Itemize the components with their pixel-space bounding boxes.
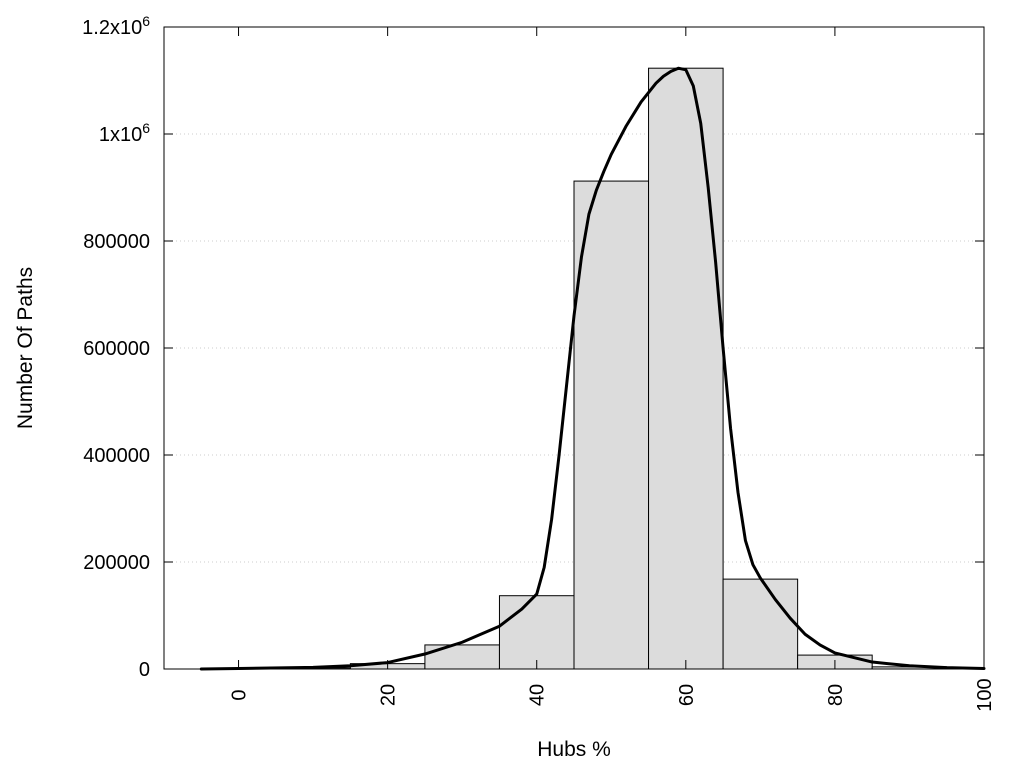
histogram-bar xyxy=(573,180,650,670)
y-axis-title: Number Of Paths xyxy=(14,267,37,429)
y-tick-label: 1.2x106 xyxy=(82,13,150,39)
y-tick-label: 200000 xyxy=(83,552,150,574)
x-tick-label: 60 xyxy=(676,684,698,706)
histogram-bar xyxy=(648,67,724,670)
y-tick-label: 600000 xyxy=(83,338,150,360)
y-tick-label: 400000 xyxy=(83,445,150,467)
histogram-bars xyxy=(200,67,985,670)
x-tick-label: 40 xyxy=(527,684,549,706)
fit-curve xyxy=(199,66,986,671)
y-tick-label: 1x106 xyxy=(99,120,150,146)
y-axis-ticks: 0 200000 400000 600000 800000 1x106 1.2x106 xyxy=(82,13,984,681)
x-axis-title: Hubs % xyxy=(537,738,611,761)
histogram-bar xyxy=(498,595,575,670)
histogram-bar xyxy=(424,644,500,670)
x-tick-label: 100 xyxy=(974,678,996,711)
x-tick-label: 80 xyxy=(825,684,847,706)
histogram-bar xyxy=(722,578,799,670)
x-tick-label: 20 xyxy=(378,684,400,706)
x-tick-label: 0 xyxy=(229,689,251,700)
y-tick-label: 0 xyxy=(139,659,150,681)
grid-lines xyxy=(164,133,984,563)
y-tick-label: 800000 xyxy=(83,231,150,253)
x-axis-ticks: 0 20 40 60 80 100 xyxy=(229,27,996,712)
